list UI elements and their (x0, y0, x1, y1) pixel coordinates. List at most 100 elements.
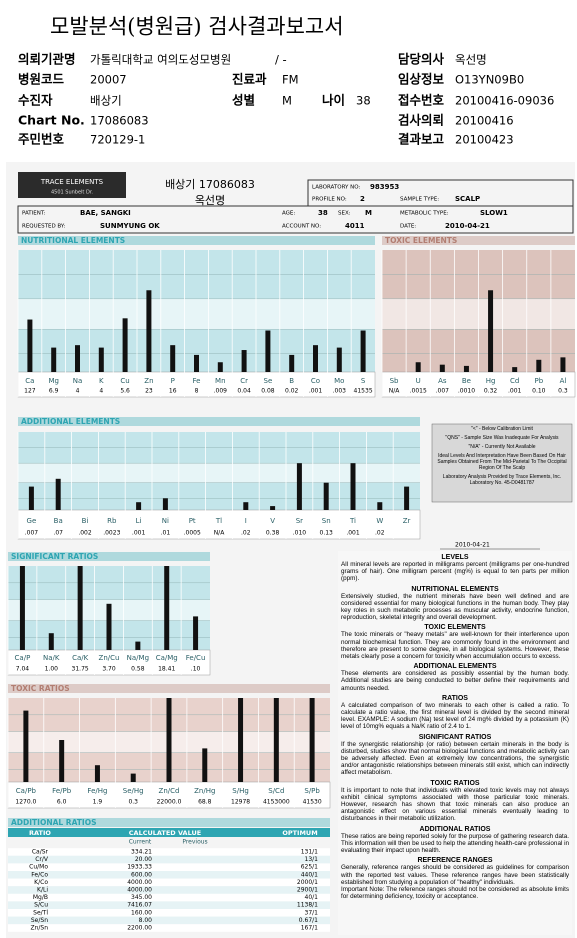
bar (98, 347, 104, 372)
note-text: If the synergistic relationship (or rati… (341, 740, 569, 777)
field-label: 진료과 (232, 72, 267, 87)
notes-column: LEVELS All mineral levels are reported in… (338, 551, 572, 935)
field-label: 의뢰기관명 (18, 52, 76, 67)
category-label: V (270, 517, 275, 525)
category-label: As (438, 377, 447, 385)
section-title-band (18, 236, 375, 245)
category-label: Cr (240, 377, 248, 385)
section-title: TOXIC ELEMENTS (385, 236, 457, 245)
field-label: 결과보고 (398, 132, 445, 147)
result-value: 0.10 (532, 388, 546, 395)
category-label: Tl (215, 517, 222, 525)
ratio-name: K/Li (37, 887, 48, 894)
category-label: Zn (144, 377, 153, 385)
result-value: .0015 (410, 388, 427, 395)
result-value: .010 (293, 530, 307, 537)
bar (289, 354, 295, 372)
table-title: ADDITIONAL RATIOS (11, 818, 96, 827)
table-row (8, 893, 330, 902)
field-label: 접수번호 (398, 93, 445, 108)
result-value: .0010 (458, 388, 475, 395)
table-row (8, 886, 330, 894)
ratio-current: 4000.00 (127, 887, 152, 894)
category-label: S/Cd (268, 787, 284, 795)
category-label: Ba (54, 517, 63, 525)
lab-field-value: 2010-04-21 (445, 222, 490, 230)
category-label: Zn/Hg (194, 787, 215, 795)
result-value: .007 (436, 388, 450, 395)
result-value: 0.32 (484, 388, 498, 395)
normal-band (18, 463, 420, 483)
bar (94, 765, 100, 782)
field-value: 20100416-09036 (455, 94, 554, 108)
category-label: Sn (322, 517, 331, 525)
result-value: 6.9 (49, 388, 59, 395)
field-label: 병원코드 (18, 72, 65, 87)
table-row (8, 863, 330, 871)
result-value: 3.70 (102, 666, 116, 673)
field-value: 옥선명 (455, 53, 487, 67)
result-value: .0023 (103, 530, 120, 537)
lab-field-label: METABOLIC TYPE: (400, 211, 449, 217)
category-label: S (361, 377, 366, 385)
field-label: 임상정보 (398, 72, 445, 87)
field-label: 나이 (322, 93, 345, 108)
result-value: 0.3 (558, 388, 568, 395)
ratio-name: S/Cu (34, 902, 48, 909)
bar (146, 290, 152, 372)
ratio-optimum: 0.67/1 (299, 917, 318, 924)
bar (194, 354, 199, 372)
bar (296, 463, 302, 510)
field-value: / - (275, 53, 287, 67)
bar (164, 566, 170, 650)
category-label: Mo (334, 377, 344, 385)
bar (512, 367, 518, 372)
result-value: .02 (375, 530, 385, 537)
ratio-name: Ca/Sr (32, 849, 49, 856)
bar (560, 357, 566, 372)
result-value: 16 (169, 388, 177, 395)
table-row (8, 848, 330, 856)
category-label: Sb (390, 377, 399, 385)
category-label: Na (73, 377, 83, 385)
category-label: Pb (534, 377, 543, 385)
info-box (17, 205, 574, 234)
table-row (8, 855, 330, 864)
note-heading: NUTRITIONAL ELEMENTS (411, 585, 499, 593)
ratio-name: Mg/B (33, 894, 48, 901)
section-title-band (8, 552, 210, 561)
category-label: W (376, 517, 383, 525)
legend-notes: "<" - Below Calibration Limit "QNS" - Sam… (437, 426, 566, 486)
ratio-current: 2200.00 (127, 925, 152, 932)
result-value: .007 (25, 530, 39, 537)
result-value: 0.08 (261, 388, 275, 395)
ratio-optimum: 1138/1 (297, 902, 318, 909)
category-label: Pt (189, 517, 196, 525)
lab-field-label: REQUESTED BY: (22, 224, 66, 230)
bar (162, 498, 168, 510)
field-label: 성별 (232, 93, 255, 108)
note-heading: SIGNIFICANT RATIOS (418, 733, 492, 741)
result-value: 22000.0 (157, 799, 182, 806)
result-value: 0.38 (266, 530, 280, 537)
category-label: I (245, 517, 247, 525)
ratio-current: 345.00 (131, 894, 152, 901)
category-label: Zn/Cu (99, 654, 120, 662)
result-value: .01 (161, 530, 171, 537)
ratio-optimum: 37/1 (305, 909, 319, 916)
ratio-optimum: 2000/1 (297, 879, 318, 886)
lab-field-value: SCALP (455, 195, 480, 203)
category-label: Se (264, 377, 273, 385)
lab-field-value: 2 (360, 195, 365, 203)
result-value: 0.13 (320, 530, 334, 537)
result-value: .002 (78, 530, 92, 537)
lab-field-value: M (365, 209, 372, 217)
field-value: 가톨릭대학교 여의도성모병원 (90, 53, 231, 67)
ratio-name: Se/Tl (33, 909, 48, 916)
result-value: .001 (309, 388, 323, 395)
lab-field-label: LABORATORY NO: (312, 185, 361, 191)
section-title: ADDITIONAL ELEMENTS (21, 417, 120, 426)
bar (19, 566, 25, 650)
ratio-optimum: 167/1 (301, 925, 318, 932)
result-value: 7.04 (16, 666, 30, 673)
